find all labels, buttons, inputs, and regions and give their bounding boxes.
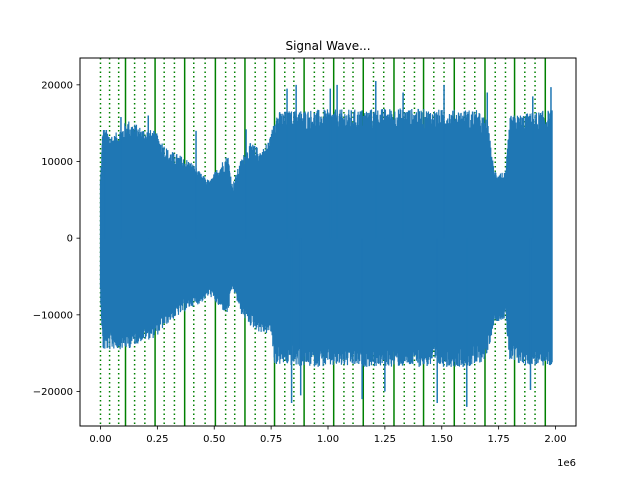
x-tick-label: 0.00: [89, 434, 111, 445]
x-axis-offset-label: 1e6: [557, 458, 576, 469]
y-tick-label: 10000: [41, 157, 73, 168]
x-tick-label: 1.00: [317, 434, 339, 445]
x-tick-label: 0.25: [146, 434, 168, 445]
signal-series: [99, 81, 553, 407]
y-tick-label: 0: [67, 234, 73, 245]
signal-line: [99, 108, 553, 367]
x-tick-label: 1.25: [374, 434, 396, 445]
x-tick-label: 1.75: [488, 434, 510, 445]
y-tick-label: 20000: [41, 80, 73, 91]
chart-title: Signal Wave...: [285, 39, 370, 53]
x-tick-label: 0.75: [260, 434, 282, 445]
x-tick-label: 0.50: [203, 434, 225, 445]
y-tick-label: −20000: [33, 387, 73, 398]
x-tick-label: 2.00: [544, 434, 566, 445]
y-tick-label: −10000: [33, 310, 73, 321]
y-axis: −20000 −10000 0 10000 20000: [33, 80, 80, 398]
x-tick-label: 1.50: [431, 434, 453, 445]
x-axis: 0.00 0.25 0.50 0.75 1.00 1.25 1.50 1.75 2.00: [89, 426, 567, 445]
